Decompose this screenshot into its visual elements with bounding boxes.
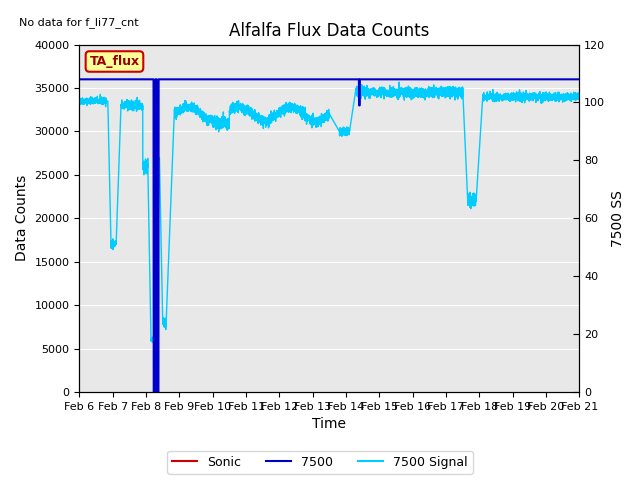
Y-axis label: Data Counts: Data Counts xyxy=(15,175,29,262)
X-axis label: Time: Time xyxy=(312,418,346,432)
Title: Alfalfa Flux Data Counts: Alfalfa Flux Data Counts xyxy=(229,22,429,40)
Text: TA_flux: TA_flux xyxy=(90,55,140,68)
Legend: Sonic, 7500, 7500 Signal: Sonic, 7500, 7500 Signal xyxy=(167,451,473,474)
Y-axis label: 7500 SS: 7500 SS xyxy=(611,190,625,247)
Text: No data for f_li77_cnt: No data for f_li77_cnt xyxy=(19,17,139,28)
